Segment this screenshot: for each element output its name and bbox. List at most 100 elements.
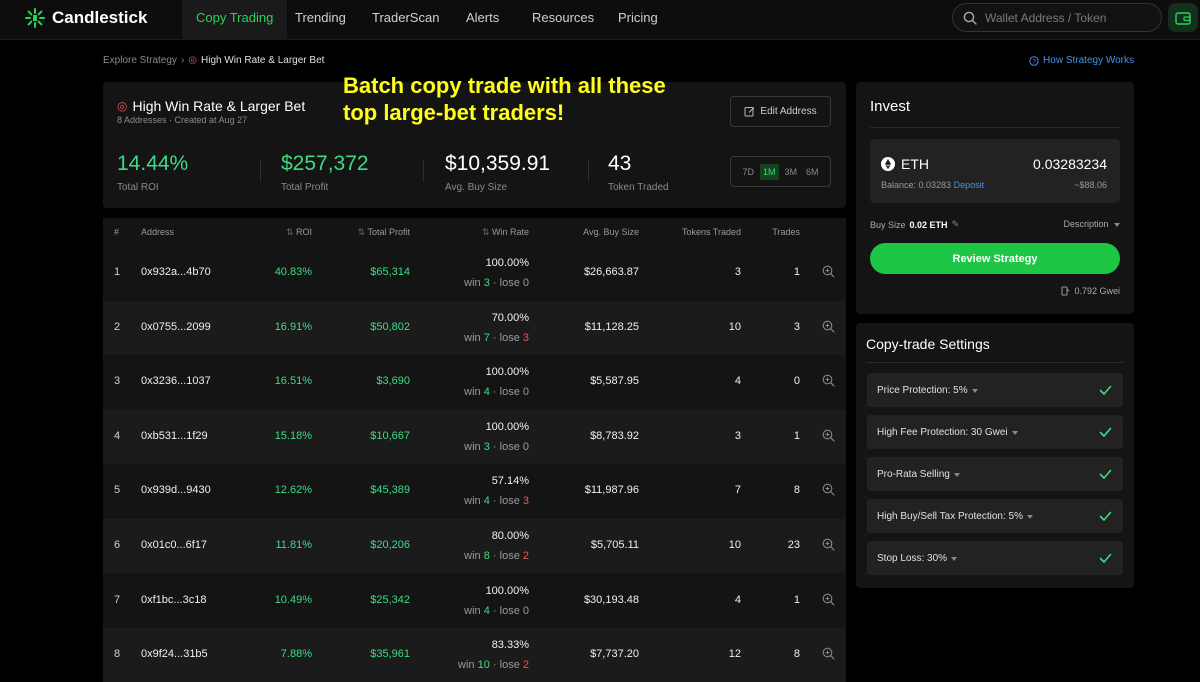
setting-label[interactable]: Stop Loss: 30% — [877, 553, 958, 564]
zoom-icon[interactable] — [822, 647, 835, 660]
tokens-traded-value: 10 — [728, 539, 741, 551]
zoom-icon[interactable] — [822, 429, 835, 442]
sort-icon: ⇅ — [285, 227, 296, 237]
setting-enabled-check[interactable] — [1099, 383, 1112, 401]
nav-tab-copy-trading[interactable]: Copy Trading — [182, 0, 288, 40]
period-7d[interactable]: 7D — [742, 166, 754, 177]
nav-tab-alerts[interactable]: Alerts — [466, 10, 500, 25]
stat-avg-buy-size: $10,359.91 Avg. Buy Size — [445, 152, 550, 193]
review-strategy-button[interactable]: Review Strategy — [870, 243, 1120, 274]
deposit-link[interactable]: Deposit — [953, 180, 985, 190]
wallet-address[interactable]: 0xf1bc...3c18 — [141, 593, 207, 606]
period-3m[interactable]: 3M — [784, 166, 798, 177]
copy-trade-settings-panel: Copy-trade Settings Price Protection: 5%… — [856, 323, 1134, 588]
zoom-icon[interactable] — [822, 265, 835, 278]
setting-label[interactable]: Price Protection: 5% — [877, 385, 978, 396]
total-profit-value: $65,314 — [370, 266, 410, 278]
header-trades: Trades — [772, 227, 800, 237]
wins-count: 10 — [477, 659, 490, 672]
win-loss-count: win 10 · lose 2 — [458, 659, 529, 672]
table-row[interactable]: 6 0x01c0...6f17 11.81% $20,206 80.00% win 8 ·… — [103, 519, 846, 573]
setting-enabled-check[interactable] — [1099, 509, 1112, 527]
wallet-address[interactable]: 0x932a...4b70 — [141, 266, 211, 278]
how-strategy-works-label: How Strategy Works — [1043, 55, 1134, 66]
setting-item[interactable]: High Buy/Sell Tax Protection: 5% — [867, 499, 1123, 533]
row-number: 7 — [114, 593, 121, 606]
breadcrumb-root[interactable]: Explore Strategy — [103, 55, 177, 66]
header-roi[interactable]: ⇅ ROI — [286, 227, 312, 238]
strategy-title-text: High Win Rate & Larger Bet — [132, 98, 306, 114]
nav-tab-resources[interactable]: Resources — [532, 10, 595, 25]
zoom-icon[interactable] — [822, 593, 835, 606]
setting-item[interactable]: High Fee Protection: 30 Gwei — [867, 415, 1123, 449]
setting-item[interactable]: Price Protection: 5% — [867, 373, 1123, 407]
setting-enabled-check[interactable] — [1099, 425, 1112, 443]
period-1m[interactable]: 1M — [759, 163, 779, 180]
zoom-icon[interactable] — [822, 483, 835, 496]
wallet-address[interactable]: 0x01c0...6f17 — [141, 539, 208, 551]
search-box[interactable] — [952, 3, 1162, 32]
description-dropdown[interactable]: Description — [1063, 219, 1120, 229]
trades-value: 23 — [787, 539, 800, 551]
win-loss-count: win 4 · lose 3 — [464, 495, 529, 508]
zoom-button[interactable] — [822, 320, 835, 336]
how-strategy-works-link[interactable]: ? How Strategy Works — [1029, 55, 1134, 66]
stat-label: Avg. Buy Size — [445, 182, 508, 193]
wallet-address[interactable]: 0x9f24...31b5 — [141, 648, 208, 661]
invest-title: Invest — [870, 98, 911, 115]
header-win-rate[interactable]: ⇅ Win Rate — [482, 227, 529, 238]
setting-label[interactable]: Pro-Rata Selling — [877, 469, 960, 480]
wallet-address[interactable]: 0xb531...1f29 — [141, 429, 208, 442]
setting-label[interactable]: High Buy/Sell Tax Protection: 5% — [877, 511, 1034, 522]
zoom-icon[interactable] — [822, 538, 835, 551]
gas-price: 0.792 Gwei — [1061, 286, 1120, 296]
strategy-subtitle: 8 Addresses · Created at Aug 27 — [117, 115, 248, 125]
setting-label[interactable]: High Fee Protection: 30 Gwei — [877, 427, 1018, 438]
zoom-button[interactable] — [822, 374, 835, 390]
wallet-address[interactable]: 0x939d...9430 — [141, 484, 211, 497]
zoom-button[interactable] — [822, 593, 835, 609]
table-row[interactable]: 3 0x3236...1037 16.51% $3,690 100.00% win 4 ·… — [103, 355, 846, 409]
wins-count: 4 — [483, 386, 490, 399]
setting-item[interactable]: Pro-Rata Selling — [867, 457, 1123, 491]
header-avg-buy-size: Avg. Buy Size — [583, 227, 639, 237]
setting-label-text: High Fee Protection: 30 Gwei — [877, 427, 1008, 438]
period-6m[interactable]: 6M — [806, 166, 819, 177]
trades-value: 8 — [793, 484, 800, 497]
table-row[interactable]: 8 0x9f24...31b5 7.88% $35,961 83.33% win 10 ·… — [103, 628, 846, 682]
setting-enabled-check[interactable] — [1099, 467, 1112, 485]
zoom-button[interactable] — [822, 647, 835, 663]
token-amount-box[interactable]: ETH 0.03283234 Balance: 0.03283 Deposit … — [870, 139, 1120, 203]
table-row[interactable]: 2 0x0755...2099 16.91% $50,802 70.00% win 7 ·… — [103, 300, 846, 355]
wallet-address[interactable]: 0x3236...1037 — [141, 375, 211, 388]
sort-icon: ⇅ — [357, 227, 368, 237]
zoom-button[interactable] — [822, 429, 835, 445]
total-profit-value: $10,667 — [370, 429, 410, 442]
table-row[interactable]: 7 0xf1bc...3c18 10.49% $25,342 100.00% win 4 … — [103, 574, 846, 628]
buy-size[interactable]: Buy Size 0.02 ETH ✎ — [870, 219, 959, 230]
edit-address-button[interactable]: Edit Address — [730, 96, 831, 127]
wallet-button[interactable] — [1168, 3, 1198, 32]
table-row[interactable]: 4 0xb531...1f29 15.18% $10,667 100.00% win 3 … — [103, 409, 846, 464]
losses-count: 3 — [522, 331, 529, 344]
nav-tab-pricing[interactable]: Pricing — [618, 10, 658, 25]
zoom-icon[interactable] — [822, 374, 835, 387]
header-roi-label: ROI — [295, 227, 312, 237]
header-total-profit[interactable]: ⇅ Total Profit — [358, 227, 410, 238]
setting-item[interactable]: Stop Loss: 30% — [867, 541, 1123, 575]
logo[interactable]: Candlestick — [24, 7, 147, 29]
setting-enabled-check[interactable] — [1099, 551, 1112, 569]
zoom-button[interactable] — [822, 483, 835, 499]
zoom-icon[interactable] — [822, 320, 835, 333]
table-row[interactable]: 5 0x939d...9430 12.62% $45,389 57.14% win 4 ·… — [103, 464, 846, 518]
table-row[interactable]: 1 0x932a...4b70 40.83% $65,314 100.00% win 3 … — [103, 246, 846, 300]
period-selector: 7D 1M 3M 6M — [730, 156, 831, 187]
zoom-button[interactable] — [822, 265, 835, 281]
traders-table: # Address ⇅ ROI ⇅ Total Profit ⇅ Win Rat… — [103, 218, 846, 682]
nav-tab-trending[interactable]: Trending — [295, 10, 346, 25]
wallet-address[interactable]: 0x0755...2099 — [141, 320, 211, 333]
zoom-button[interactable] — [822, 538, 835, 554]
win-rate-value: 100.00% — [485, 257, 529, 269]
nav-tab-traderscan[interactable]: TraderScan — [372, 10, 440, 25]
search-input[interactable] — [985, 10, 1135, 25]
